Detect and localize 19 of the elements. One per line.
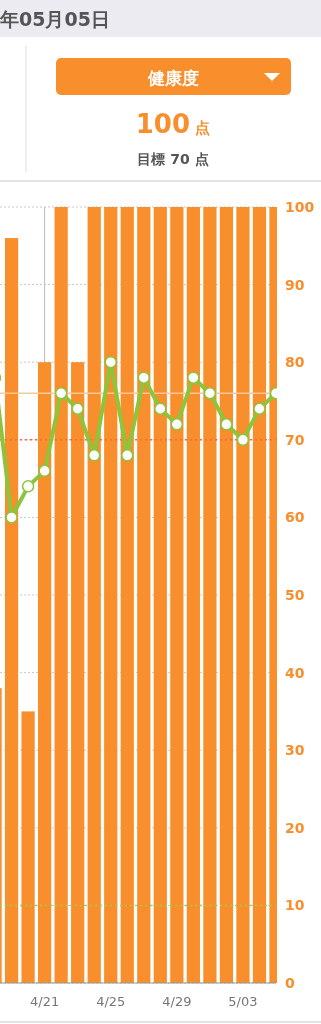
text: 目標 70 点 bbox=[137, 151, 209, 167]
y-tick-label: 30 bbox=[285, 742, 305, 759]
text: 100 点 bbox=[135, 109, 211, 139]
text: 年05月05日 bbox=[0, 8, 110, 30]
x-tick-label: 4/25 bbox=[96, 994, 126, 1009]
y-tick-label: 40 bbox=[285, 664, 305, 681]
x-tick-label: 4/21 bbox=[30, 994, 60, 1009]
y-tick-label: 50 bbox=[285, 587, 305, 603]
x-tick-label: 4/29 bbox=[162, 994, 192, 1009]
y-tick-label: 10 bbox=[285, 897, 305, 914]
y-tick-label: 20 bbox=[285, 819, 305, 836]
y-tick-label: 100 bbox=[285, 199, 315, 215]
y-tick-label: 60 bbox=[285, 509, 305, 526]
y-tick-label: 90 bbox=[285, 276, 305, 293]
y-tick-label: 80 bbox=[285, 354, 305, 371]
x-tick-label: 5/03 bbox=[228, 994, 258, 1009]
y-tick-label: 70 bbox=[285, 431, 305, 448]
y-tick-label: 0 bbox=[285, 975, 295, 991]
text: 健康度 bbox=[146, 68, 199, 88]
